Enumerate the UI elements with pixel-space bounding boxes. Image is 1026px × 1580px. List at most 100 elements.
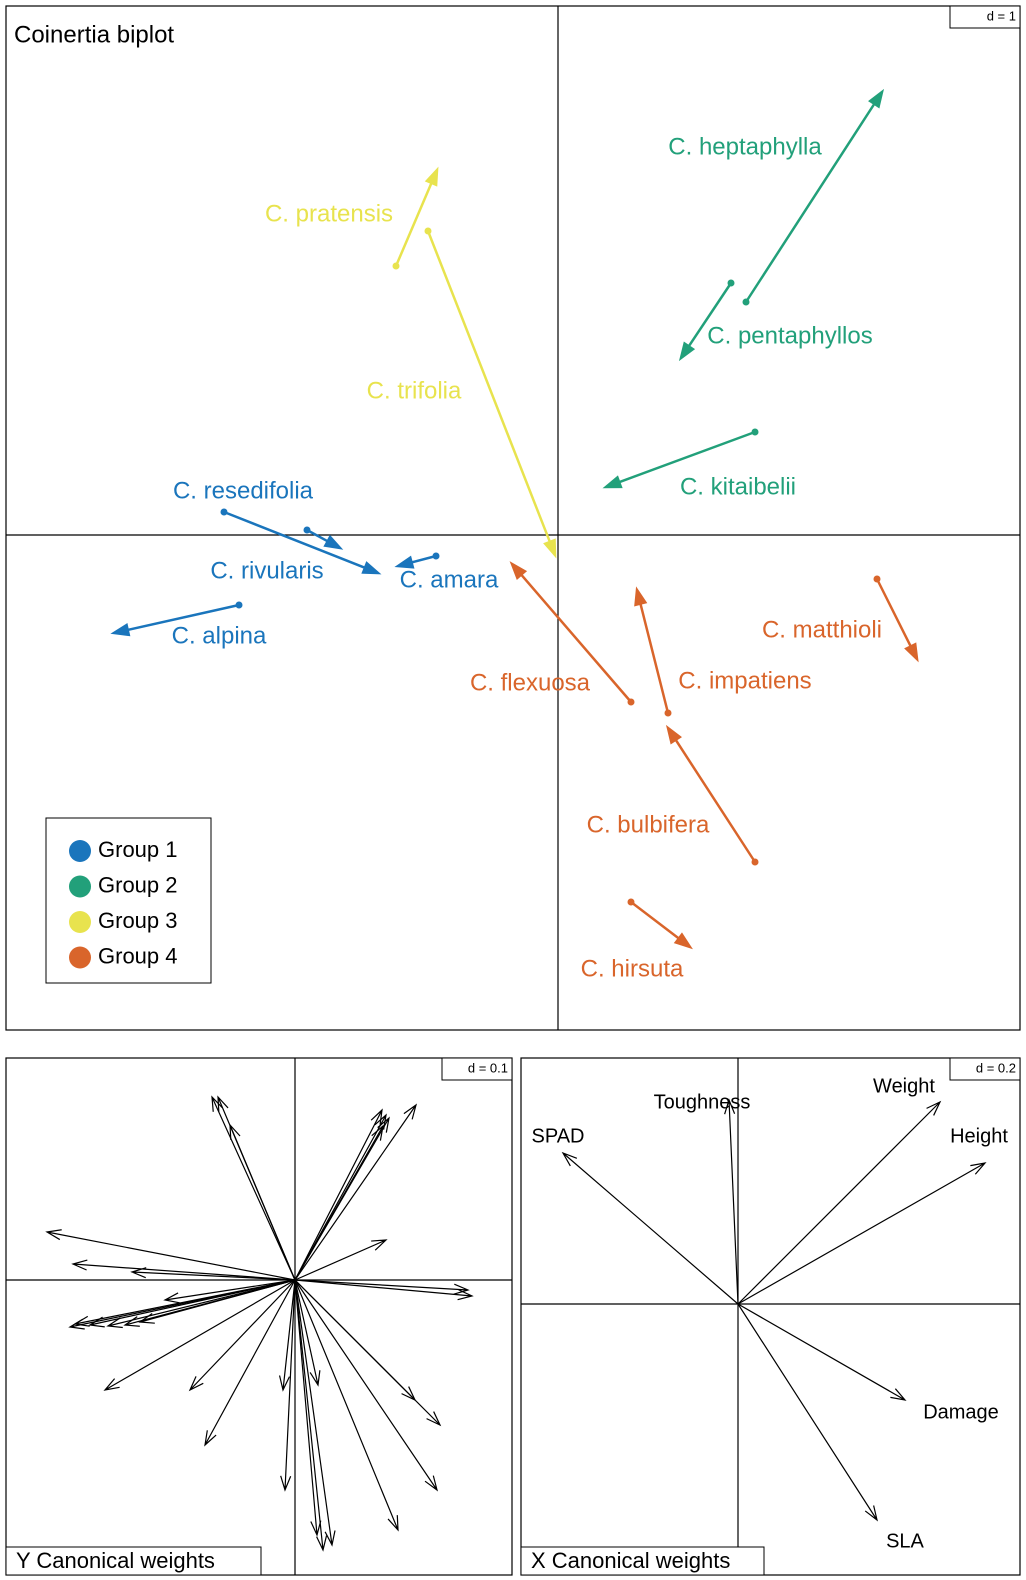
arrow bbox=[280, 1279, 296, 1492]
arrow-origin bbox=[392, 262, 400, 270]
legend-label: Group 4 bbox=[98, 943, 178, 968]
arrow-origin bbox=[627, 898, 635, 906]
arrow-origin bbox=[751, 858, 759, 866]
arrow-label: SLA bbox=[886, 1530, 924, 1552]
arrow bbox=[561, 1151, 739, 1305]
arrow bbox=[294, 1103, 418, 1281]
arrow bbox=[737, 1303, 878, 1522]
arrow bbox=[294, 1124, 384, 1281]
arrow-label: C. pentaphyllos bbox=[707, 322, 872, 349]
panel: d = 1 C. resedifolia C. rivularis C. amara C… bbox=[5, 5, 1021, 1031]
arrow bbox=[630, 901, 693, 950]
arrow bbox=[278, 1279, 296, 1392]
arrow-label: C. matthioli bbox=[762, 616, 882, 643]
arrow bbox=[130, 1267, 296, 1281]
arrow bbox=[737, 1303, 907, 1401]
legend-swatch bbox=[69, 946, 91, 969]
arrow bbox=[188, 1279, 296, 1392]
arrow bbox=[229, 1123, 296, 1281]
arrow bbox=[294, 1279, 328, 1552]
arrow-origin bbox=[727, 279, 735, 287]
arrow-label: SPAD bbox=[532, 1125, 585, 1147]
legend: Group 1 Group 2 Group 3 Group 4 bbox=[45, 817, 212, 984]
arrow bbox=[294, 1239, 388, 1281]
arrow-label: C. flexuosa bbox=[470, 669, 591, 696]
arrow bbox=[110, 603, 240, 637]
arrow-label: C. amara bbox=[400, 566, 499, 593]
arrow bbox=[294, 1279, 470, 1295]
legend-label: Group 3 bbox=[98, 908, 178, 933]
title-box bbox=[5, 1546, 262, 1576]
panel-frame bbox=[520, 1057, 1021, 1576]
arrow bbox=[509, 561, 632, 703]
scale-label: d = 1 bbox=[987, 8, 1016, 23]
scale-box bbox=[949, 1057, 1021, 1081]
arrow bbox=[163, 1279, 296, 1304]
arrow-label: Toughness bbox=[654, 1091, 751, 1113]
arrow bbox=[204, 1279, 296, 1447]
scale-label: d = 0.2 bbox=[976, 1060, 1016, 1075]
arrow bbox=[294, 1279, 438, 1492]
arrow-origin bbox=[220, 508, 228, 516]
panel-title: Coinertia biplot bbox=[14, 21, 174, 48]
arrow-label: Damage bbox=[923, 1401, 999, 1423]
arrow bbox=[73, 1279, 296, 1327]
legend-label: Group 1 bbox=[98, 837, 178, 862]
legend-label: Group 2 bbox=[98, 872, 178, 897]
arrow-label: C. hirsuta bbox=[581, 955, 684, 982]
arrow bbox=[737, 1100, 942, 1305]
panel-frame bbox=[5, 1057, 513, 1576]
title-box bbox=[520, 1546, 765, 1576]
arrow-origin bbox=[751, 428, 759, 436]
arrow-label: C. bulbifera bbox=[587, 811, 710, 838]
arrow-origin bbox=[432, 552, 440, 560]
arrow-origin bbox=[424, 227, 432, 235]
panel: d = 0.2 SPAD Toughness Weight Height Damage SL… bbox=[520, 1057, 1021, 1576]
arrow bbox=[394, 166, 439, 267]
scale-box bbox=[441, 1057, 513, 1081]
arrow bbox=[665, 724, 757, 863]
arrow bbox=[394, 554, 437, 569]
legend-swatch bbox=[69, 875, 91, 898]
arrow bbox=[138, 1279, 296, 1324]
arrow bbox=[426, 230, 557, 559]
arrow-label: C. rivularis bbox=[210, 557, 323, 584]
arrow-label: C. trifolia bbox=[367, 377, 462, 404]
arrow-label: C. pratensis bbox=[265, 200, 393, 227]
arrow bbox=[71, 1259, 296, 1281]
arrow bbox=[294, 1279, 322, 1537]
arrow bbox=[88, 1279, 296, 1328]
arrow bbox=[744, 88, 885, 303]
arrow-origin bbox=[627, 698, 635, 706]
arrow bbox=[294, 1279, 321, 1387]
scale-label: d = 0.1 bbox=[468, 1060, 508, 1075]
legend-swatch bbox=[69, 911, 91, 933]
arrow-label: C. impatiens bbox=[678, 667, 811, 694]
arrow bbox=[294, 1279, 336, 1547]
arrow bbox=[634, 586, 670, 714]
arrow-origin bbox=[873, 575, 881, 583]
arrow-origin bbox=[303, 526, 311, 534]
arrow bbox=[103, 1279, 296, 1391]
arrow-origin bbox=[235, 601, 243, 609]
arrow-label: C. kitaibelii bbox=[680, 473, 796, 500]
arrow-label: Weight bbox=[873, 1075, 935, 1097]
arrow bbox=[678, 282, 733, 362]
arrow-origin bbox=[742, 298, 750, 306]
arrow bbox=[602, 430, 756, 489]
panel-title: Y Canonical weights bbox=[16, 1548, 215, 1573]
arrow bbox=[294, 1279, 442, 1427]
arrow bbox=[875, 578, 919, 663]
arrow-label: Height bbox=[950, 1125, 1008, 1147]
arrow-label: C. alpina bbox=[172, 622, 267, 649]
panel: d = 0.1 Y Canonical weights bbox=[5, 1057, 513, 1576]
arrow-origin bbox=[664, 709, 672, 717]
arrow-label: C. heptaphylla bbox=[668, 133, 822, 160]
arrow bbox=[306, 528, 344, 550]
scale-box bbox=[949, 5, 1021, 29]
arrow bbox=[724, 1098, 739, 1305]
arrow bbox=[737, 1162, 987, 1305]
legend-swatch bbox=[69, 840, 91, 862]
arrow-label: C. resedifolia bbox=[173, 477, 314, 504]
